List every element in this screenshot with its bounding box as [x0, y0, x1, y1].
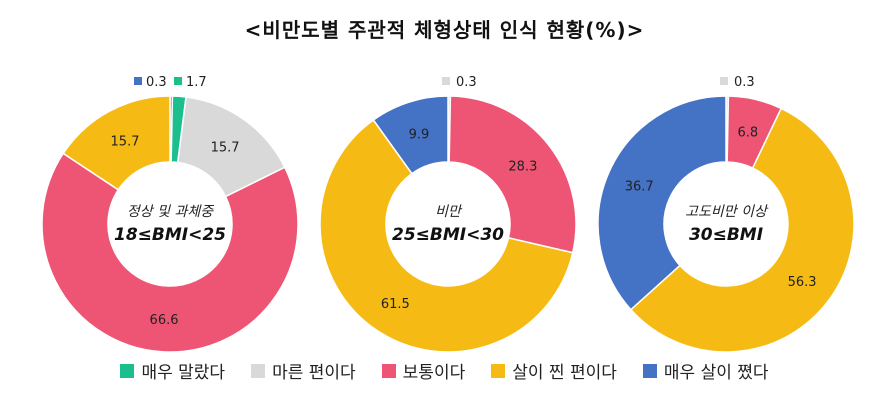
legend-label-normal: 보통이다 [402, 363, 466, 383]
outside-label-marker-very_thin [174, 77, 182, 85]
donut-slice-little_fat [62, 95, 171, 191]
slice-value-label-very_fat: 36.7 [625, 179, 654, 194]
legend-swatch-little-fat [491, 363, 506, 378]
donut-slice-little_fat [629, 107, 855, 353]
slice-value-label-very_thin: 1.7 [186, 75, 207, 90]
chart-title: <비만도별 주관적 체형상태 인식 현황(%)> [244, 18, 645, 42]
donut-slice-normal [41, 152, 299, 353]
legend-swatch-very-fat [642, 363, 657, 378]
legend-item-little-fat: 살이 찐 편이다 [491, 358, 617, 383]
legend: 매우 말랐다 마른 편이다 보통이다 살이 찐 편이다 매우 살이 쪘다 [0, 358, 889, 383]
legend-label-very-thin: 매우 말랐다 [141, 363, 226, 383]
legend-item-very-fat: 매우 살이 쪘다 [642, 358, 769, 383]
donut-slice-very_fat [372, 95, 449, 175]
slice-value-label-little_fat: 15.7 [111, 134, 140, 149]
donut-chart-2: 0.3 28.3 61.5 9.9 비만 25≤BMI<30 [319, 75, 577, 353]
donut-slice-normal [448, 95, 577, 254]
center-label-line2: 25≤BMI<30 [392, 225, 504, 245]
center-label-line2: 30≤BMI [689, 225, 763, 245]
slice-value-label-little_fat: 56.3 [788, 275, 817, 290]
slice-value-label-normal: 28.3 [508, 160, 537, 175]
center-label-line1: 비만 [435, 204, 463, 220]
donut-chart-1: 0.3 1.7 15.7 66.6 15.7 정상 및 과체중 18≤BMI<25 [41, 75, 299, 353]
slice-value-label-little_fat: 61.5 [381, 297, 410, 312]
legend-item-thin: 마른 편이다 [251, 358, 356, 383]
legend-label-very-fat: 매우 살이 쪘다 [663, 363, 769, 383]
legend-label-thin: 마른 편이다 [272, 363, 356, 383]
slice-value-label-very_fat: 9.9 [409, 128, 430, 143]
slice-value-label-normal: 6.8 [738, 126, 759, 141]
slice-value-label-thin: 0.3 [456, 75, 477, 90]
legend-item-very-thin: 매우 말랐다 [120, 358, 225, 383]
slice-value-label-thin: 0.3 [734, 75, 755, 90]
slice-value-label-thin: 15.7 [211, 141, 240, 156]
outside-label-marker-thin [442, 77, 450, 85]
center-label-line1: 정상 및 과체중 [127, 204, 214, 220]
outside-label-marker-very_fat [134, 77, 142, 85]
slice-value-label-very_fat: 0.3 [146, 75, 167, 90]
legend-swatch-thin [251, 363, 266, 378]
donut-slice-very_fat [597, 95, 727, 311]
center-label-line2: 18≤BMI<25 [114, 225, 226, 245]
donut-slice-little_fat [319, 118, 574, 353]
legend-swatch-very-thin [120, 363, 135, 378]
legend-item-normal: 보통이다 [381, 358, 466, 383]
legend-swatch-normal [381, 363, 396, 378]
center-label-line1: 고도비만 이상 [685, 204, 769, 220]
outside-label-marker-thin [720, 77, 728, 85]
slice-value-label-normal: 66.6 [150, 313, 179, 328]
donut-chart-3: 0.3 6.8 56.3 36.7 고도비만 이상 30≤BMI [597, 75, 855, 353]
legend-label-little-fat: 살이 찐 편이다 [512, 363, 617, 383]
